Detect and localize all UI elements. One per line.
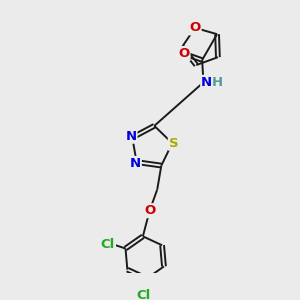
Text: S: S bbox=[169, 137, 178, 150]
Text: Cl: Cl bbox=[137, 289, 151, 300]
Text: O: O bbox=[178, 47, 190, 60]
Text: Cl: Cl bbox=[101, 238, 115, 251]
Text: O: O bbox=[189, 21, 201, 34]
Text: H: H bbox=[212, 76, 223, 89]
Text: N: N bbox=[130, 157, 141, 170]
Text: O: O bbox=[144, 204, 155, 217]
Text: N: N bbox=[125, 130, 136, 143]
Text: N: N bbox=[201, 76, 212, 89]
